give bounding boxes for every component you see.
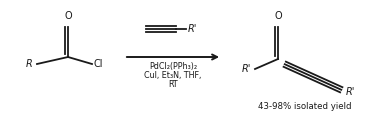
- Text: CuI, Et₃N, THF,: CuI, Et₃N, THF,: [144, 71, 202, 80]
- Text: O: O: [274, 11, 282, 21]
- Text: RT: RT: [168, 80, 178, 89]
- Text: 43-98% isolated yield: 43-98% isolated yield: [258, 102, 352, 111]
- Text: PdCl₂(PPh₃)₂: PdCl₂(PPh₃)₂: [149, 62, 197, 71]
- Text: R': R': [346, 87, 355, 97]
- Text: Cl: Cl: [94, 59, 104, 69]
- Text: O: O: [64, 11, 72, 21]
- Text: R: R: [25, 59, 32, 69]
- Text: R': R': [242, 64, 251, 74]
- Text: R': R': [188, 24, 197, 34]
